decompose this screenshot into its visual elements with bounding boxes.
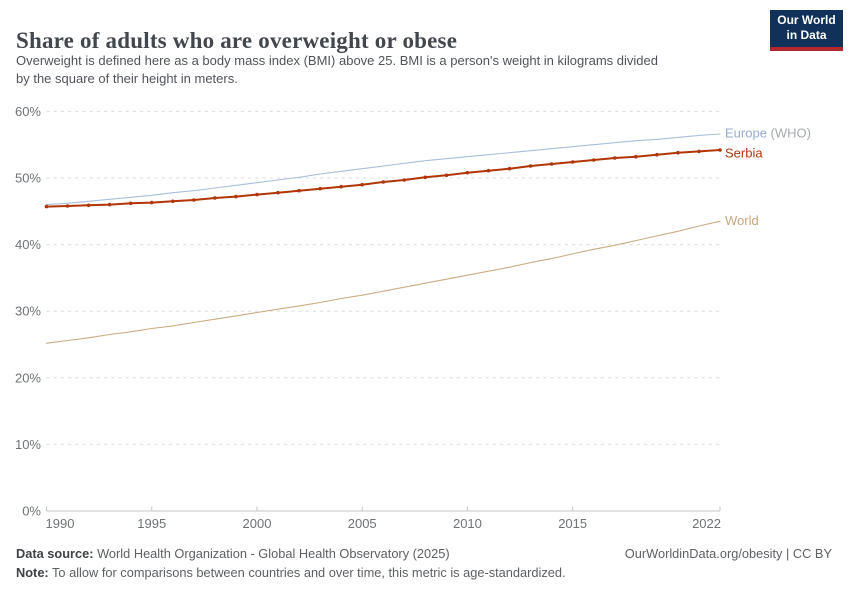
subtitle-line-1: Overweight is defined here as a body mas…: [16, 53, 658, 68]
note-label: Note:: [16, 565, 49, 580]
x-tick-label: 2005: [348, 516, 377, 531]
series-marker-serbia: [718, 148, 722, 152]
subtitle-line-2: by the square of their height in meters.: [16, 70, 238, 86]
y-tick-label: 20%: [15, 370, 41, 385]
x-tick-label: 1990: [46, 516, 75, 531]
series-marker-serbia: [192, 198, 196, 202]
series-label-europe[interactable]: Europe (WHO): [725, 126, 811, 141]
series-marker-serbia: [65, 204, 70, 208]
series-marker-serbia: [381, 180, 386, 184]
series-marker-serbia: [528, 164, 533, 168]
y-tick-label: 10%: [15, 437, 41, 452]
series-label-world[interactable]: World: [725, 213, 759, 228]
series-marker-serbia: [402, 178, 407, 182]
series-marker-serbia: [549, 162, 554, 166]
x-tick-label: 1995: [137, 516, 166, 531]
series-marker-serbia: [44, 204, 49, 209]
series-marker-serbia: [339, 184, 344, 189]
series-line-europe[interactable]: [45, 133, 721, 206]
series-marker-serbia: [486, 168, 491, 173]
note-line: Note: To allow for comparisons between c…: [16, 563, 566, 582]
logo-line-1: Our World: [777, 13, 836, 27]
x-tick-label: 2010: [453, 516, 482, 531]
series-marker-serbia: [234, 194, 238, 199]
series-marker-serbia: [655, 152, 659, 157]
y-tick-label: 50%: [15, 171, 41, 186]
x-tick-label: 2000: [243, 516, 272, 531]
note-text: To allow for comparisons between countri…: [48, 565, 566, 580]
series-marker-serbia: [128, 201, 133, 206]
logo-line-2: in Data: [786, 28, 827, 42]
series-marker-serbia: [318, 186, 322, 191]
line-chart-canvas: 0% 10% 20% 30% 40% 50% 60% 1990 1995 2000 2005 2010…: [15, 104, 811, 531]
series-marker-serbia: [591, 158, 596, 162]
data-source-label: Data source:: [16, 546, 94, 561]
y-tick-label: 40%: [15, 237, 41, 252]
y-tick-label: 60%: [15, 104, 41, 119]
series-marker-serbia: [444, 173, 449, 178]
x-tick-label: 2022: [692, 516, 721, 531]
series-marker-serbia: [676, 150, 680, 155]
data-source-line: Data source: World Health Organization -…: [16, 544, 566, 563]
series-marker-serbia: [255, 192, 259, 197]
y-tick-label: 0%: [22, 504, 41, 519]
series-marker-serbia: [465, 170, 470, 175]
series-marker-serbia: [149, 200, 154, 205]
series-marker-serbia: [213, 196, 217, 200]
owid-logo[interactable]: Our World in Data: [770, 10, 843, 51]
chart-subtitle: Overweight is defined here as a body mas…: [16, 52, 658, 87]
series-marker-serbia: [570, 160, 575, 164]
series-marker-serbia: [107, 202, 112, 207]
series-marker-serbia: [634, 154, 638, 159]
series-marker-serbia: [360, 182, 365, 187]
series-marker-serbia: [86, 203, 91, 208]
series-marker-serbia: [276, 190, 280, 195]
chart-footer: Data source: World Health Organization -…: [16, 544, 832, 582]
series-marker-serbia: [171, 199, 175, 204]
page-title: Share of adults who are overweight or ob…: [16, 28, 458, 54]
data-source-text: World Health Organization - Global Healt…: [93, 546, 450, 561]
footer-source-note: Data source: World Health Organization -…: [16, 544, 566, 582]
series-marker-serbia: [697, 149, 701, 154]
series-line-world[interactable]: [45, 220, 721, 344]
series-label-serbia[interactable]: Serbia: [725, 146, 763, 161]
series-marker-serbia: [613, 156, 617, 160]
series-marker-serbia: [297, 188, 301, 193]
y-tick-label: 30%: [15, 304, 41, 319]
series-marker-serbia: [507, 166, 512, 171]
x-tick-label: 2015: [558, 516, 587, 531]
credit-link: OurWorldinData.org/obesity | CC BY: [624, 546, 832, 561]
series-marker-serbia: [423, 175, 428, 180]
